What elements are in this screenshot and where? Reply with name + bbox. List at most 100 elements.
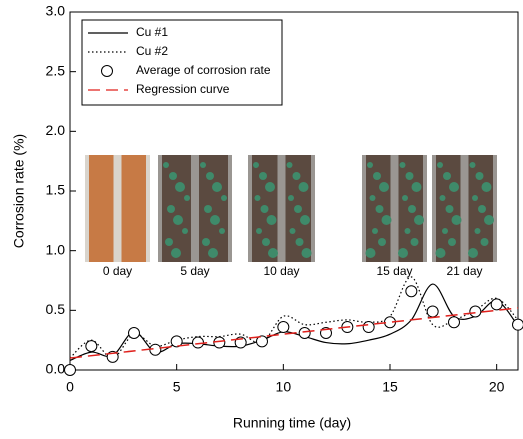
patina	[472, 195, 478, 201]
patina	[256, 228, 262, 234]
patina	[448, 238, 456, 246]
patina	[163, 162, 169, 168]
patina	[295, 238, 304, 246]
average-marker	[490, 298, 503, 311]
patina	[402, 195, 408, 201]
patina	[411, 182, 422, 192]
patina	[301, 248, 312, 258]
tube	[162, 155, 191, 262]
patina	[292, 172, 301, 180]
patina	[414, 215, 424, 225]
average-marker	[149, 343, 162, 356]
average-marker	[85, 340, 98, 353]
patina	[481, 182, 492, 192]
patina	[298, 182, 309, 192]
patina	[171, 248, 181, 258]
patina	[169, 172, 177, 180]
patina	[262, 238, 270, 246]
legend: Cu #1 Cu #2 Average of corrosion rate Regre…	[81, 19, 283, 106]
patina	[449, 182, 459, 192]
patina	[405, 172, 414, 180]
patina	[182, 228, 188, 234]
patina	[375, 205, 384, 213]
patina	[200, 162, 206, 168]
y-axis-label: Corrosion rate (%)	[11, 134, 27, 248]
tube	[199, 155, 228, 262]
tube	[89, 155, 114, 262]
patina	[210, 215, 220, 225]
y-tick-label: 1.5	[46, 182, 66, 198]
patina	[398, 248, 408, 258]
patina	[173, 215, 183, 225]
patina	[202, 238, 210, 246]
x-tick-label: 20	[489, 379, 505, 395]
patina	[259, 172, 267, 180]
patina	[439, 195, 446, 201]
series-line	[69, 307, 519, 359]
patina	[254, 195, 261, 201]
average-marker	[426, 305, 439, 318]
x-tick-label: 5	[173, 379, 181, 395]
photo-label: 21 day	[446, 264, 482, 278]
photo-label: 10 day	[263, 264, 299, 278]
y-tick-label: 0.5	[46, 301, 66, 317]
patina	[294, 205, 302, 213]
patina	[442, 228, 448, 234]
patina	[437, 162, 443, 168]
average-marker	[405, 285, 418, 298]
average-marker	[128, 327, 140, 340]
patina	[404, 228, 411, 234]
legend-marker	[101, 65, 113, 77]
y-tick-label: 0.0	[46, 361, 66, 377]
patina	[365, 248, 376, 258]
patina	[475, 172, 484, 180]
patina	[266, 215, 277, 225]
average-marker	[170, 335, 183, 348]
patina	[373, 172, 381, 180]
tube	[121, 155, 146, 262]
patina	[451, 215, 462, 225]
average-marker	[512, 318, 523, 331]
average-marker	[213, 336, 226, 349]
y-tick-label: 1.0	[46, 241, 66, 257]
photo-label: 0 day	[103, 264, 132, 278]
patina	[435, 248, 446, 258]
patina	[221, 195, 227, 201]
patina	[265, 182, 275, 192]
patina	[410, 238, 419, 246]
patina	[478, 205, 486, 213]
y-tick-label: 2.5	[46, 62, 66, 78]
patina	[165, 238, 173, 246]
series-line	[69, 276, 519, 359]
patina	[480, 238, 489, 246]
patina	[443, 172, 451, 180]
legend-label: Cu #1	[136, 25, 168, 39]
patina	[445, 205, 454, 213]
patina	[253, 162, 259, 168]
patina	[260, 205, 269, 213]
patina	[474, 228, 481, 234]
patina	[206, 172, 214, 180]
legend-label: Average of corrosion rate	[136, 63, 271, 77]
legend-label: Regression curve	[136, 82, 230, 96]
patina	[286, 162, 293, 168]
x-axis-label: Running time (day)	[233, 415, 351, 431]
patina	[372, 228, 378, 234]
patina	[212, 182, 222, 192]
legend-box	[81, 19, 283, 106]
legend-label: Cu #2	[136, 44, 168, 58]
average-marker	[192, 336, 204, 349]
patina	[484, 215, 494, 225]
patina	[381, 215, 392, 225]
patina	[468, 248, 478, 258]
average-marker	[256, 335, 268, 348]
patina	[175, 182, 185, 192]
patina	[379, 182, 389, 192]
patina	[204, 205, 212, 213]
average-marker	[448, 316, 460, 329]
patina	[167, 205, 175, 213]
x-tick-label: 15	[382, 379, 398, 395]
patina	[378, 238, 386, 246]
x-tick-label: 0	[66, 379, 74, 395]
average-marker	[469, 305, 482, 318]
